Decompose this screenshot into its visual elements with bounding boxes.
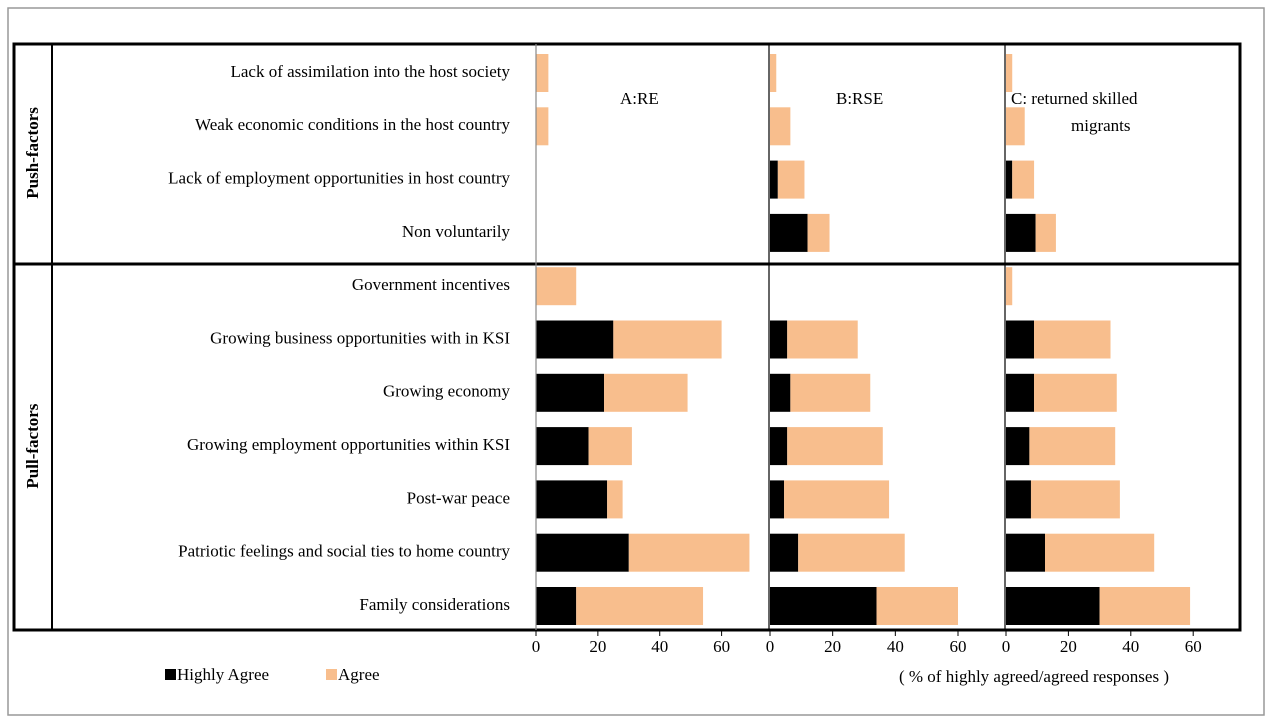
category-label: Lack of assimilation into the host socie… [230, 62, 510, 81]
x-tick-label: 20 [824, 637, 841, 656]
bar-segment [770, 373, 791, 412]
bar-segment [536, 427, 589, 466]
bar-segment [536, 533, 629, 572]
bar-segment [1034, 320, 1111, 359]
bar-segment [536, 373, 605, 412]
panel-title: C: returned skilled [1011, 89, 1138, 108]
plot-frame [12, 42, 1242, 632]
bar-segment [770, 320, 788, 359]
bar-segment [1045, 533, 1155, 572]
bar-segment [1006, 427, 1030, 466]
x-tick-label: 0 [1002, 637, 1011, 656]
bar-segment [1006, 373, 1035, 412]
bar-segment [1006, 54, 1013, 92]
bar-segment [604, 373, 688, 412]
category-label: Patriotic feelings and social ties to ho… [178, 542, 510, 561]
bar-segment [770, 533, 799, 572]
bar-segment [777, 160, 805, 199]
legend-label: Agree [338, 665, 380, 684]
bar-segment [607, 480, 623, 519]
x-tick-label: 0 [532, 637, 541, 656]
category-label: Family considerations [359, 595, 510, 614]
bar-segment [770, 54, 777, 92]
x-tick-label: 60 [713, 637, 730, 656]
bar-segment [588, 427, 632, 466]
bar-segment [1035, 213, 1056, 252]
bar-segment [1006, 213, 1036, 252]
bar-segment [784, 480, 890, 519]
panel-title: migrants [1071, 116, 1131, 135]
bar-segment [628, 533, 750, 572]
bar-segment [1029, 427, 1116, 466]
legend-swatch [326, 669, 337, 680]
x-tick-label: 40 [1122, 637, 1139, 656]
panel-title: A:RE [620, 89, 659, 108]
outer-frame [7, 7, 1265, 716]
x-tick-label: 40 [651, 637, 668, 656]
bar-segment [613, 320, 722, 359]
category-label: Lack of employment opportunities in host… [168, 169, 510, 188]
bar-segment [536, 587, 577, 625]
bar-segment [1006, 533, 1045, 572]
bar-segment [770, 213, 808, 252]
x-tick-label: 20 [1060, 637, 1077, 656]
bar-segment [787, 320, 858, 359]
group-label: Push-factors [23, 107, 42, 199]
legend-swatch [165, 669, 176, 680]
bar-segment [1006, 587, 1100, 625]
bar-segment [770, 480, 785, 519]
x-tick-label: 60 [950, 637, 967, 656]
bar-segment [1006, 160, 1013, 199]
bar-segment [876, 587, 958, 625]
bar-segment [770, 427, 788, 466]
bar-segment [1006, 107, 1025, 146]
x-tick-label: 40 [887, 637, 904, 656]
bar-segment [1030, 480, 1120, 519]
bar-segment [536, 107, 549, 146]
marks [536, 54, 1191, 625]
legend-label: Highly Agree [177, 665, 269, 684]
category-label: Growing business opportunities with in K… [210, 328, 510, 347]
bar-segment [1099, 587, 1191, 625]
bar-segment [770, 160, 778, 199]
bar-segment [770, 107, 791, 146]
bar-segment [1006, 480, 1031, 519]
category-label: Government incentives [352, 275, 510, 294]
bar-segment [536, 267, 577, 306]
bar-segment [770, 587, 877, 625]
bar-segment [536, 54, 549, 92]
bar-segment [1034, 373, 1117, 412]
bar-segment [807, 213, 830, 252]
group-label: Pull-factors [23, 403, 42, 488]
bar-segment [1006, 320, 1035, 359]
panel-title: B:RSE [836, 89, 883, 108]
category-label: Post-war peace [407, 488, 510, 507]
category-label: Growing economy [383, 382, 511, 401]
x-tick-label: 20 [589, 637, 606, 656]
bar-segment [536, 480, 608, 519]
x-tick-label: 60 [1185, 637, 1202, 656]
x-tick-label: 0 [766, 637, 775, 656]
category-label: Non voluntarily [402, 222, 511, 241]
x-axis-label: ( % of highly agreed/agreed responses ) [899, 667, 1169, 686]
bar-segment [1012, 160, 1035, 199]
bar-segment [790, 373, 871, 412]
bar-segment [1006, 267, 1013, 306]
bar-segment [576, 587, 704, 625]
bar-segment [798, 533, 905, 572]
bar-segment [536, 320, 614, 359]
category-label: Weak economic conditions in the host cou… [195, 115, 510, 134]
bar-segment [787, 427, 883, 466]
category-label: Growing employment opportunities within … [187, 435, 510, 454]
